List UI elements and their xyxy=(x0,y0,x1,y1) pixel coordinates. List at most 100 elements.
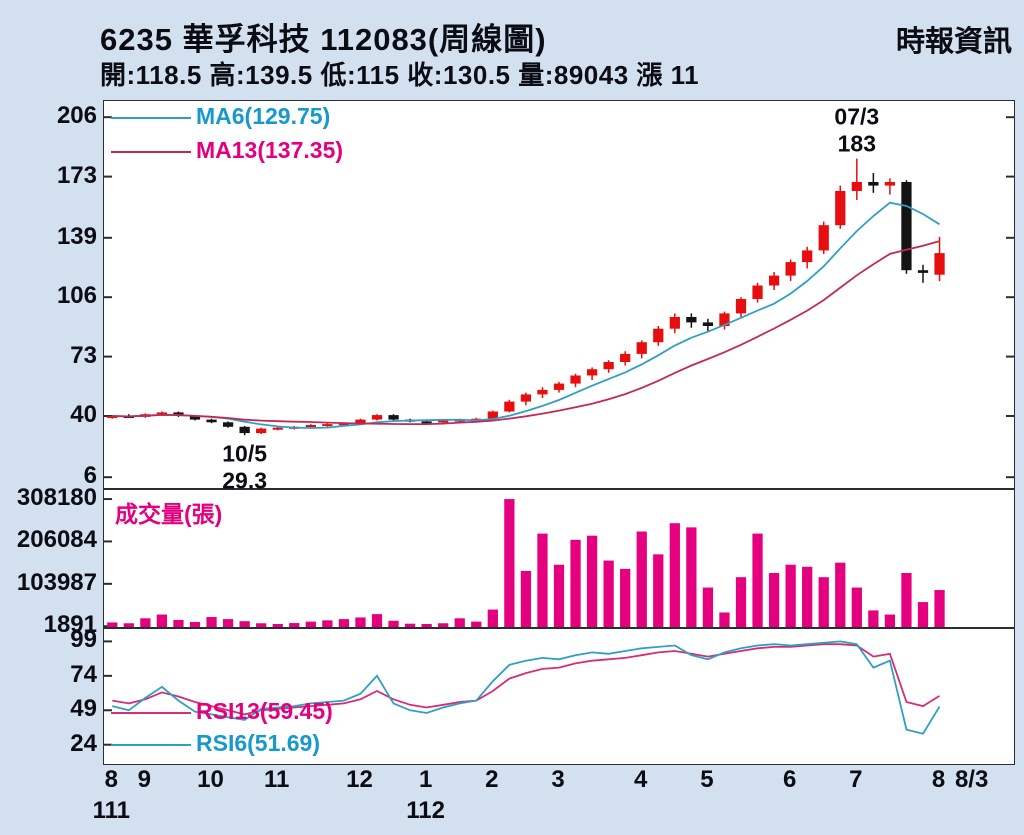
price-annotation: 183 xyxy=(838,131,876,157)
candle-body xyxy=(785,262,796,276)
volume-bar xyxy=(702,587,714,627)
volume-bar xyxy=(256,623,267,627)
volume-bar xyxy=(421,624,432,627)
volume-bar xyxy=(917,602,929,627)
candle-body xyxy=(719,313,730,326)
price-annotation: 07/3 xyxy=(834,104,879,130)
volume-bar xyxy=(586,535,598,627)
volume-bar xyxy=(504,499,515,627)
price-ytick-label: 106 xyxy=(56,282,97,310)
xaxis-year-label: 111 xyxy=(92,797,130,824)
candle-body xyxy=(239,426,250,434)
volume-bar xyxy=(305,621,316,627)
volume-bar xyxy=(802,566,813,627)
volume-bar xyxy=(173,619,184,627)
volume-bar xyxy=(719,612,730,627)
rsi13-line xyxy=(112,643,940,716)
xaxis-month-label: 7 xyxy=(849,766,863,793)
candle-body xyxy=(884,182,896,186)
volume-bar xyxy=(768,573,780,627)
candle-body xyxy=(835,191,846,226)
stock-title: 6235 華孚科技 112083(周線圖) xyxy=(100,22,547,57)
rsi-ytick-label: 99 xyxy=(70,626,97,654)
candle-body xyxy=(603,362,614,370)
volume-bar xyxy=(487,609,498,627)
candle-body xyxy=(322,424,333,427)
candle-body xyxy=(487,411,498,419)
xaxis-month-label: 1 xyxy=(418,766,433,793)
price-ytick-label: 6 xyxy=(83,462,97,490)
volume-bar xyxy=(289,623,300,627)
volume-bar xyxy=(189,622,201,627)
xaxis-month-label: 8 xyxy=(104,766,118,793)
candle-body xyxy=(256,428,267,434)
volume-bar xyxy=(520,570,532,627)
volume-bar xyxy=(438,623,449,627)
volume-bar xyxy=(123,623,134,627)
volume-bar xyxy=(620,568,631,627)
volume-bar xyxy=(686,527,697,627)
candle-body xyxy=(570,375,581,384)
volume-bar xyxy=(934,590,945,627)
rsi6-line xyxy=(112,640,941,735)
candle-body xyxy=(768,275,780,286)
price-ytick-label: 40 xyxy=(70,401,97,428)
rsi6-legend-label: RSI6(51.69) xyxy=(196,730,321,756)
volume-bar xyxy=(818,577,829,627)
candle-body xyxy=(586,369,598,376)
candle-body xyxy=(669,317,680,329)
candle-body xyxy=(653,328,664,343)
candle-body xyxy=(752,285,763,299)
candle-body xyxy=(189,416,201,420)
volume-ytick-label: 206084 xyxy=(16,526,97,554)
xaxis-month-label: 8/3 xyxy=(954,766,989,793)
candle-body xyxy=(818,225,829,251)
volume-bar xyxy=(404,623,416,627)
volume-bar xyxy=(355,617,366,627)
volume-panel-label: 成交量(張) xyxy=(115,501,223,527)
volume-bar xyxy=(322,620,333,627)
volume-bar xyxy=(140,618,151,627)
volume-bar xyxy=(570,539,581,627)
candle-body xyxy=(371,415,383,420)
volume-bar xyxy=(156,614,168,627)
xaxis-month-label: 8 xyxy=(931,766,946,793)
volume-bar xyxy=(222,619,234,627)
candle-body xyxy=(272,427,283,430)
xaxis-month-label: 2 xyxy=(485,766,499,793)
volume-bar xyxy=(653,554,664,627)
volume-bar xyxy=(868,610,879,627)
volume-bar xyxy=(669,523,680,627)
volume-chart-panel xyxy=(103,489,1015,628)
volume-bar xyxy=(537,533,548,627)
volume-bar xyxy=(735,577,747,627)
ma13-legend-line xyxy=(111,151,191,153)
rsi13-legend-label: RSI13(59.45) xyxy=(196,698,333,724)
volume-ytick-label: 1891 xyxy=(43,611,97,639)
candle-body xyxy=(222,422,234,427)
rsi-ytick-label: 49 xyxy=(70,695,97,723)
rsi6-legend-line xyxy=(111,744,191,746)
price-annotation: 10/5 xyxy=(222,440,267,466)
volume-bar xyxy=(636,531,647,627)
volume-bar xyxy=(884,614,896,627)
volume-bar xyxy=(603,560,614,627)
volume-bar xyxy=(338,619,350,627)
candle-body xyxy=(868,182,879,186)
xaxis-month-label: 4 xyxy=(634,766,648,793)
ma6-line xyxy=(112,201,940,429)
candle-body xyxy=(338,423,350,426)
volume-bar xyxy=(371,614,383,627)
xaxis-month-label: 10 xyxy=(197,766,224,793)
volume-bar xyxy=(901,573,912,627)
price-annotation: 29.3 xyxy=(222,467,267,493)
candle-body xyxy=(206,419,217,423)
rsi13-legend-line xyxy=(111,712,191,714)
volume-bar xyxy=(454,618,465,627)
candle-body xyxy=(917,270,929,273)
volume-bar xyxy=(835,562,846,627)
volume-bar xyxy=(107,622,118,627)
candle-body xyxy=(851,182,862,191)
